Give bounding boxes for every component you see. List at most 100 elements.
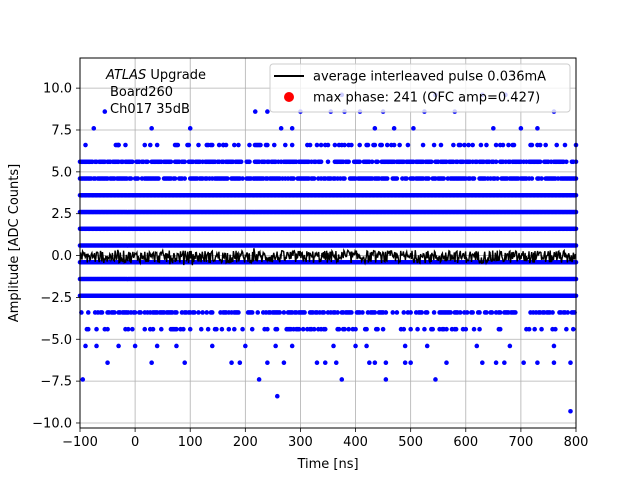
- scatter-point: [529, 176, 535, 181]
- scatter-point: [325, 159, 331, 165]
- scatter-point: [174, 326, 179, 332]
- scatter-point: [154, 142, 160, 148]
- scatter-point: [390, 310, 396, 315]
- scatter-point: [130, 326, 135, 332]
- scatter-point-outlier: [209, 343, 215, 349]
- scatter-point: [438, 142, 444, 148]
- scatter-point: [249, 310, 255, 315]
- scatter-point: [135, 176, 141, 181]
- scatter-point: [271, 142, 277, 148]
- scatter-point: [125, 326, 131, 332]
- scatter-point: [477, 310, 482, 315]
- scatter-point: [383, 310, 389, 315]
- scatter-point: [168, 159, 174, 165]
- scatter-point-outlier: [518, 126, 524, 131]
- scatter-point: [444, 326, 449, 332]
- scatter-point: [357, 159, 362, 165]
- scatter-point-outlier: [252, 109, 258, 114]
- scatter-point: [342, 326, 347, 332]
- scatter-point: [216, 142, 222, 148]
- scatter-point: [232, 326, 237, 332]
- scatter-point-outlier: [364, 343, 369, 349]
- scatter-point-outlier: [94, 343, 99, 349]
- scatter-point: [565, 310, 571, 315]
- scatter-point: [380, 326, 386, 332]
- scatter-point: [200, 310, 205, 315]
- scatter-point: [321, 310, 327, 315]
- scatter-point-outlier: [383, 360, 389, 366]
- annotation-line-3: Ch017 35dB: [110, 102, 190, 117]
- scatter-point: [495, 176, 500, 181]
- scatter-point: [346, 159, 351, 165]
- scatter-point: [249, 326, 255, 332]
- scatter-point: [484, 142, 489, 148]
- scatter-point: [192, 310, 197, 315]
- scatter-point: [318, 142, 324, 148]
- scatter-point: [441, 176, 447, 181]
- scatter-point: [335, 310, 340, 315]
- scatter-point: [493, 142, 499, 148]
- scatter-point: [277, 310, 283, 315]
- x-axis-ticks: −100 0 100 200 300 400 500 600 700 800: [62, 428, 588, 450]
- scatter-point: [537, 159, 543, 165]
- scatter-point: [150, 326, 156, 332]
- scatter-point: [457, 310, 463, 315]
- scatter-point-outlier: [116, 142, 121, 148]
- scatter-point: [238, 159, 244, 165]
- scatter-point-outlier: [493, 360, 499, 366]
- scatter-point: [94, 326, 99, 332]
- scatter-point: [289, 142, 295, 148]
- scatter-point: [365, 142, 371, 148]
- scatter-point: [130, 159, 135, 165]
- x-tick-label: 500: [398, 435, 423, 450]
- scatter-point: [497, 310, 503, 315]
- y-axis-ticks: −10.0 −7.5 −5.0 −2.5 0.0 2.5 5.0 7.5 10.0: [32, 82, 80, 431]
- x-axis-label: Time [ns]: [296, 457, 358, 472]
- scatter-point-outlier: [314, 360, 320, 366]
- scatter-point: [281, 310, 287, 315]
- scatter-point-outlier: [568, 408, 573, 414]
- scatter-point: [142, 326, 148, 332]
- scatter-point: [564, 159, 569, 165]
- scatter-point: [422, 326, 427, 332]
- annotation-line-2: Board260: [110, 85, 173, 100]
- scatter-point-outlier: [149, 126, 154, 131]
- scatter-point: [112, 310, 117, 315]
- x-tick-label: 800: [564, 435, 589, 450]
- scatter-point: [291, 176, 296, 181]
- y-tick-label: 7.5: [51, 123, 72, 138]
- scatter-point-outlier: [265, 360, 270, 366]
- scatter-point-outlier: [102, 109, 108, 114]
- scatter-point-outlier: [278, 126, 284, 131]
- scatter-point-outlier: [116, 343, 121, 349]
- scatter-point: [401, 310, 407, 315]
- scatter-point: [258, 142, 263, 148]
- scatter-point: [511, 142, 517, 148]
- scatter-point-outlier: [402, 343, 408, 349]
- scatter-point-outlier: [187, 126, 193, 131]
- scatter-point-outlier: [391, 126, 397, 131]
- scatter-point-outlier: [424, 343, 430, 349]
- blue-scatter-points: [77, 92, 579, 414]
- scatter-point-outlier: [551, 343, 557, 349]
- scatter-point: [391, 142, 397, 148]
- scatter-point: [539, 176, 544, 181]
- scatter-point: [198, 326, 204, 332]
- y-tick-label: 5.0: [51, 165, 72, 180]
- scatter-point-outlier: [411, 126, 416, 131]
- scatter-point: [550, 310, 555, 315]
- scatter-point: [322, 326, 328, 332]
- scatter-point: [471, 176, 477, 181]
- scatter-point-outlier: [289, 343, 295, 349]
- scatter-point-outlier: [372, 360, 378, 366]
- scatter-point-outlier: [444, 360, 449, 366]
- scatter-point: [360, 310, 365, 315]
- scatter-point-outlier: [256, 377, 262, 382]
- scatter-point-outlier: [80, 377, 86, 382]
- scatter-point: [372, 310, 378, 315]
- scatter-point: [532, 326, 537, 332]
- scatter-point: [158, 326, 164, 332]
- scatter-point: [543, 142, 548, 148]
- scatter-point: [564, 326, 569, 332]
- scatter-point: [325, 142, 331, 148]
